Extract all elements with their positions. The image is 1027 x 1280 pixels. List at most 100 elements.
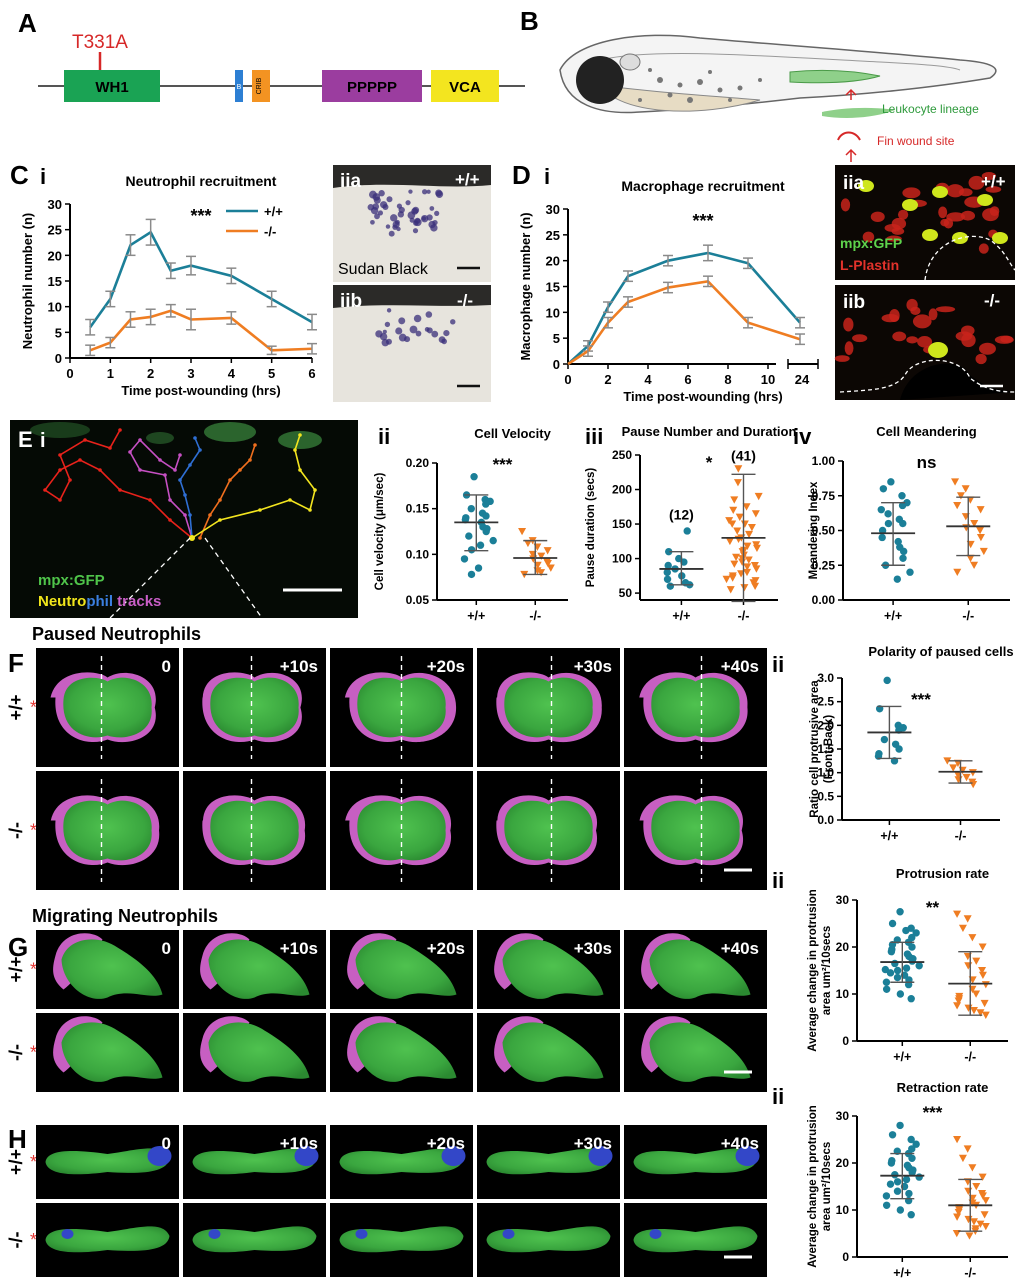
stained-cell xyxy=(432,219,438,226)
data-point xyxy=(752,565,761,573)
data-point xyxy=(905,1189,913,1198)
stained-cell xyxy=(407,211,416,220)
retraction-area xyxy=(649,1229,662,1239)
timepoint-label: +10s xyxy=(280,1134,318,1153)
track-point xyxy=(58,453,62,457)
data-point xyxy=(943,757,952,765)
x-tick-label: 3 xyxy=(187,366,194,381)
neutrophil-cell xyxy=(63,800,152,861)
y-tick-label: 0 xyxy=(553,357,560,372)
chart-title: Cell Meandering xyxy=(876,424,976,439)
panel-label-b: B xyxy=(520,6,539,36)
stained-cell xyxy=(413,314,422,323)
lplastin-cell xyxy=(978,243,989,254)
neutrophil-cell xyxy=(192,1148,317,1175)
track-point xyxy=(148,498,152,502)
data-point xyxy=(976,506,985,514)
retraction-area xyxy=(147,1146,172,1166)
neutrophil-cell xyxy=(486,1226,611,1253)
stained-cell xyxy=(414,217,421,224)
y-tick-label: 0.20 xyxy=(406,456,430,470)
mpx-cell xyxy=(977,194,993,206)
stained-cell xyxy=(390,214,398,222)
chart-protrusion-rate: Protrusion rate ** 0 10 20 30 Average change i… xyxy=(807,866,1008,1064)
data-point xyxy=(543,559,552,568)
data-point xyxy=(953,1002,962,1010)
genotype-label: +/+ xyxy=(6,956,26,982)
y-tick-label: 0.50 xyxy=(812,524,836,538)
track-point xyxy=(178,453,182,457)
track-point xyxy=(168,518,172,522)
data-point xyxy=(964,962,973,970)
data-point xyxy=(722,575,731,584)
chart-title: Neutrophil recruitment xyxy=(126,173,277,189)
wound-direction-marker: * xyxy=(30,698,37,718)
stained-cell xyxy=(385,338,392,345)
data-point xyxy=(893,575,902,583)
data-point xyxy=(878,526,887,535)
data-point xyxy=(899,519,907,528)
lplastin-cell xyxy=(897,209,909,220)
data-point xyxy=(663,575,672,583)
panel-label-d-iia: iia xyxy=(843,173,865,194)
data-point xyxy=(474,564,483,572)
leukocyte-lineage-label: Leukocyte lineage xyxy=(882,102,979,116)
tracks-label: Neutrophil tracks xyxy=(38,593,161,610)
x-tick-label: 4 xyxy=(644,372,652,387)
lplastin-cell xyxy=(906,298,918,312)
y-tick-label: 10 xyxy=(546,305,560,320)
data-point xyxy=(888,1131,897,1139)
neutrophil-cell xyxy=(633,1148,758,1175)
y-tick-label: 2.0 xyxy=(817,718,834,732)
y-tick-label: 30 xyxy=(546,202,560,217)
panel-label-d: D xyxy=(512,160,531,190)
stained-cell xyxy=(412,206,420,214)
y-tick-label: 25 xyxy=(546,228,560,243)
data-point xyxy=(879,485,888,493)
stained-cell xyxy=(375,330,383,338)
x-tick-label: 2 xyxy=(604,372,611,387)
data-point xyxy=(467,546,476,554)
data-point xyxy=(523,539,532,548)
y-tick-label: 3.0 xyxy=(817,671,834,685)
lplastin-cell xyxy=(840,198,851,212)
y-axis-label: Macrophage number (n) xyxy=(518,212,533,360)
domain-vca xyxy=(431,70,499,102)
data-point xyxy=(744,556,753,564)
lplastin-cell xyxy=(935,306,956,313)
lplastin-label: L-Plastin xyxy=(840,257,899,273)
panel-label-e-iii: iii xyxy=(585,424,603,449)
timepoint-label: +30s xyxy=(574,657,612,676)
data-point xyxy=(734,465,743,473)
data-point xyxy=(904,1196,913,1205)
data-point xyxy=(949,764,958,772)
data-point xyxy=(733,479,742,487)
neutrophil-cell xyxy=(61,1022,163,1082)
panel-e: E i mpx:GFP Neutrophil tracks ii Cell Ve… xyxy=(10,420,1010,623)
data-point xyxy=(543,547,552,555)
data-point xyxy=(881,965,890,974)
significance-marker: *** xyxy=(493,455,513,474)
y-tick-label: 250 xyxy=(612,448,632,462)
data-point xyxy=(735,513,744,521)
chart-title: Macrophage recruitment xyxy=(621,178,785,194)
x-tick-label: 1 xyxy=(107,366,114,381)
y-tick-label: 0.10 xyxy=(406,547,430,561)
data-point xyxy=(956,492,965,500)
y-tick-label: 2.5 xyxy=(817,695,834,709)
retraction-area xyxy=(502,1229,515,1239)
x-tick-label: 6 xyxy=(684,372,691,387)
track-point xyxy=(188,513,192,517)
x-axis-label: Time post-wounding (hrs) xyxy=(623,389,782,404)
data-point xyxy=(728,574,737,582)
track-point xyxy=(208,513,212,517)
zoom-line xyxy=(204,537,263,619)
stained-cell xyxy=(392,224,398,230)
timepoint-label: +40s xyxy=(721,657,759,676)
stained-cell xyxy=(367,203,375,211)
stained-cell xyxy=(426,189,431,194)
stained-cell xyxy=(394,219,400,225)
data-point xyxy=(730,560,739,568)
panel-f: Paused Neutrophils F i +/+*0+10s+20s+30s… xyxy=(6,624,1014,890)
arrow-icon xyxy=(845,88,857,100)
